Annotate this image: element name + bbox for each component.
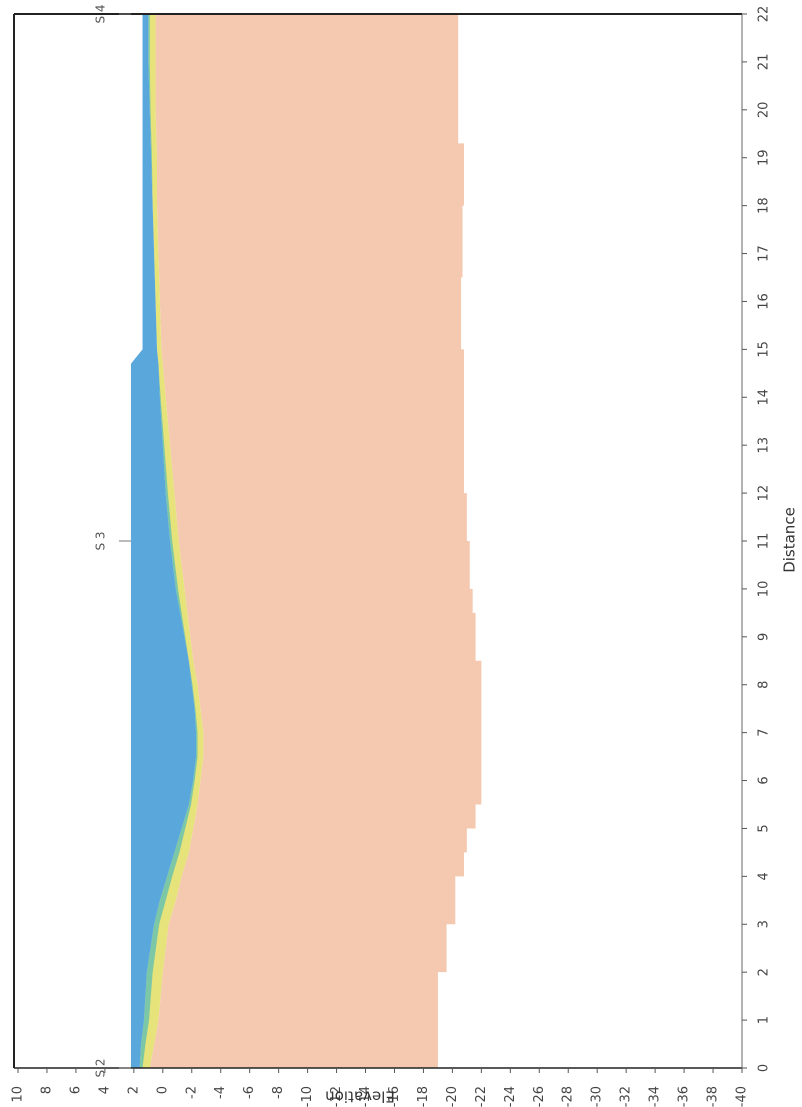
soil-layer [149, 14, 482, 1068]
section-fills [130, 14, 482, 1068]
y-tick-label: -38 [706, 1086, 721, 1107]
x-tick-label: 9 [757, 633, 772, 641]
y-tick-label: 8 [39, 1086, 54, 1094]
y-tick-label: -18 [416, 1086, 431, 1107]
y-tick-label: -22 [474, 1086, 489, 1107]
y-tick-label: -4 [213, 1086, 228, 1099]
water-layer [130, 14, 197, 1068]
y-tick-label: -34 [648, 1086, 663, 1107]
x-tick-label: 15 [757, 341, 772, 358]
y-tick-label: -30 [590, 1086, 605, 1107]
y-tick-label: -6 [242, 1086, 257, 1099]
y-tick-label: 10 [11, 1086, 26, 1103]
x-tick-label: 17 [757, 245, 772, 262]
borehole-label: S 2 [93, 1058, 107, 1077]
y-tick-label: -2 [184, 1086, 199, 1099]
y-tick-label: 4 [97, 1086, 112, 1094]
y-axis-title: Elevation [325, 1088, 395, 1106]
y-tick-label: -28 [561, 1086, 576, 1107]
y-axis: 10 8 6 4 2 0 -2 -4 -6 -8 -10 -12 -14 -16 -18 -20 -22 -24-… [11, 1068, 750, 1107]
x-tick-label: 3 [757, 920, 772, 928]
y-tick-label: -26 [532, 1086, 547, 1107]
x-tick-label: 19 [757, 149, 772, 166]
x-tick-label: 10 [757, 581, 772, 598]
x-tick-label: 16 [757, 293, 772, 310]
x-tick-label: 21 [757, 54, 772, 71]
y-tick-label: -20 [445, 1086, 460, 1107]
x-tick-label: 2 [757, 968, 772, 976]
x-tick-label: 0 [757, 1064, 772, 1072]
y-tick-label: -32 [619, 1086, 634, 1107]
y-tick-label: -16 [387, 1086, 402, 1107]
y-tick-label: 2 [126, 1086, 141, 1094]
y-tick-label: -36 [677, 1086, 692, 1107]
x-tick-label: 20 [757, 102, 772, 119]
y-tick-label: 0 [155, 1086, 170, 1094]
x-tick-label: 4 [757, 872, 772, 880]
y-tick-label: 6 [68, 1086, 83, 1094]
borehole-label: S 3 [93, 531, 107, 550]
y-tick-label: -24 [503, 1086, 518, 1107]
x-tick-label: 8 [757, 681, 772, 689]
x-tick-label: 12 [757, 485, 772, 502]
x-tick-label: 7 [757, 728, 772, 736]
x-tick-label: 13 [757, 437, 772, 454]
x-tick-label: 11 [757, 533, 772, 550]
y-tick-label: -10 [300, 1086, 315, 1107]
x-tick-label: 6 [757, 776, 772, 784]
borehole-label: S 4 [93, 4, 107, 23]
borehole-markers: S 2 S 3 S 4 [93, 4, 131, 1078]
x-axis-title: Distance [781, 507, 799, 573]
x-tick-label: 22 [757, 6, 772, 23]
y-tick-label: -12 [329, 1086, 344, 1107]
x-tick-label: 1 [757, 1016, 772, 1024]
y-tick-label: -14 [358, 1086, 373, 1107]
x-tick-label: 14 [757, 389, 772, 406]
y-tick-label: -40 [735, 1086, 750, 1107]
x-tick-label: 18 [757, 197, 772, 214]
y-tick-label: -8 [271, 1086, 286, 1099]
x-tick-label: 5 [757, 824, 772, 832]
